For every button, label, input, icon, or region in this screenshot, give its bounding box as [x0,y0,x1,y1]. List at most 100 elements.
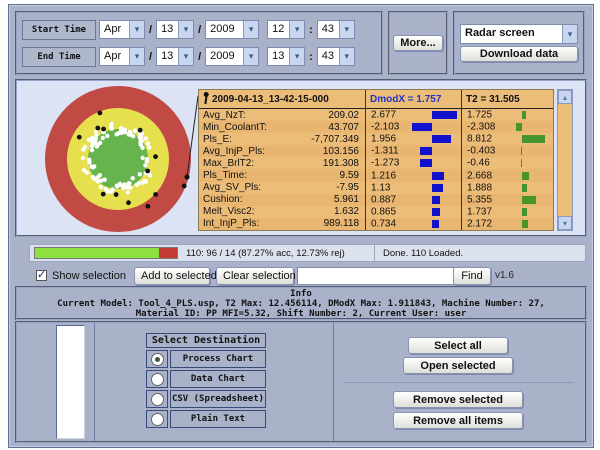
accepted-point[interactable] [128,185,133,190]
radar-plot[interactable] [17,81,585,235]
accepted-point[interactable] [98,184,103,190]
rejected-point[interactable] [145,168,151,174]
table-row[interactable]: Melt_Visc2: 1.632 0.865 1.737 [199,205,553,218]
table-row[interactable]: Min_CoolantT: 43.707 -2.103 -2.308 [199,121,553,134]
accepted-point[interactable] [105,133,110,139]
scrollbar-track[interactable] [558,104,572,216]
rejected-point[interactable] [126,200,131,206]
screen-select-combo[interactable]: Radar screen [460,24,578,44]
rejected-point[interactable] [100,191,106,197]
scroll-up-icon[interactable] [558,90,572,104]
accepted-point[interactable] [127,129,132,135]
accepted-point[interactable] [84,170,90,175]
accepted-point[interactable] [143,136,148,141]
start-minute-select[interactable]: 43 [316,20,355,39]
radio-icon[interactable] [150,392,164,406]
end-month-select[interactable]: Apr [99,47,145,66]
accepted-point[interactable] [147,145,152,150]
accepted-point[interactable] [94,133,99,138]
accepted-point[interactable] [130,176,135,181]
accepted-point[interactable] [109,121,114,127]
accepted-point[interactable] [116,130,122,136]
destination-radio[interactable] [146,390,168,408]
rejected-point[interactable] [153,154,158,160]
accepted-point[interactable] [103,186,108,192]
destination-radio[interactable] [146,410,168,428]
end-day-select[interactable]: 13 [156,47,195,66]
accepted-point[interactable] [87,157,92,163]
destination-radio[interactable] [146,370,168,388]
accepted-point[interactable] [122,127,127,132]
destination-label[interactable]: Data Chart [170,370,266,388]
table-row[interactable]: Avg_InjP_Pls: 103.156 -1.311 -0.403 [199,145,553,158]
accepted-point[interactable] [81,167,87,173]
download-data-button[interactable]: Download data [460,46,578,62]
radio-icon[interactable] [150,412,164,426]
start-year-select[interactable]: 2009 [205,20,260,39]
scroll-down-icon[interactable] [558,216,572,230]
rejected-point[interactable] [137,127,143,133]
accepted-point[interactable] [91,176,97,182]
radio-icon[interactable] [150,352,164,366]
radio-icon[interactable] [150,372,164,386]
clear-selection-button[interactable]: Clear selection [216,266,296,285]
table-row[interactable]: Cushion: 5.961 0.887 5.355 [199,193,553,206]
end-minute-select[interactable]: 43 [316,47,355,66]
accepted-point[interactable] [100,135,105,141]
rejected-point[interactable] [95,125,101,131]
accepted-point[interactable] [93,129,99,134]
table-row[interactable]: Pls_E: -7,707.349 1.956 8.812 [199,133,553,146]
selected-items-listbox[interactable] [56,325,85,439]
accepted-point[interactable] [144,159,149,164]
accepted-point[interactable] [138,134,144,139]
accepted-point[interactable] [89,143,95,149]
end-year-select[interactable]: 2009 [205,47,260,66]
accepted-point[interactable] [94,144,100,149]
accepted-point[interactable] [132,128,138,133]
table-row[interactable]: Int_InjP_Pls: 989.118 0.734 2.172 [199,217,553,230]
accepted-point[interactable] [136,180,142,186]
accepted-point[interactable] [140,155,145,161]
selected-point[interactable] [184,174,190,180]
accepted-point[interactable] [95,175,100,180]
destination-label[interactable]: CSV (Spreadsheet) [170,390,266,408]
accepted-point[interactable] [141,178,147,184]
accepted-point[interactable] [102,177,107,182]
start-day-select[interactable]: 13 [156,20,195,39]
accepted-point[interactable] [109,126,114,131]
accepted-point[interactable] [124,184,130,190]
accepted-point[interactable] [125,190,131,195]
rejected-point[interactable] [97,110,103,116]
accepted-point[interactable] [99,178,104,183]
start-hour-select[interactable]: 12 [267,20,306,39]
open-selected-button[interactable]: Open selected [403,357,513,374]
accepted-point[interactable] [138,140,143,145]
accepted-point[interactable] [137,172,143,177]
rejected-point[interactable] [181,183,187,189]
table-scrollbar[interactable] [557,89,573,231]
accepted-point[interactable] [143,163,148,168]
accepted-point[interactable] [89,135,95,141]
destination-label[interactable]: Process Chart [170,350,266,368]
select-all-button[interactable]: Select all [408,337,508,354]
accepted-point[interactable] [121,185,126,191]
table-row[interactable]: Max_BrlT2: 191.308 -1.273 -0.46 [199,157,553,170]
start-month-select[interactable]: Apr [99,20,145,39]
find-button[interactable]: Find [453,266,491,285]
remove-selected-button[interactable]: Remove selected [393,391,523,408]
add-to-selected-button[interactable]: Add to selected [134,266,217,285]
accepted-point[interactable] [95,179,100,184]
show-selection-checkbox[interactable] [36,268,47,281]
find-input[interactable] [297,266,457,285]
accepted-point[interactable] [110,187,115,192]
rejected-point[interactable] [113,192,119,197]
remove-all-items-button[interactable]: Remove all items [393,412,523,429]
end-hour-select[interactable]: 13 [267,47,306,66]
table-row[interactable]: Avg_NzT: 209.02 2.677 1.725 [199,109,553,122]
rejected-point[interactable] [153,192,159,197]
rejected-point[interactable] [145,203,151,209]
accepted-point[interactable] [145,141,151,146]
accepted-point[interactable] [80,155,86,161]
accepted-point[interactable] [126,181,132,186]
destination-label[interactable]: Plain Text [170,410,266,428]
